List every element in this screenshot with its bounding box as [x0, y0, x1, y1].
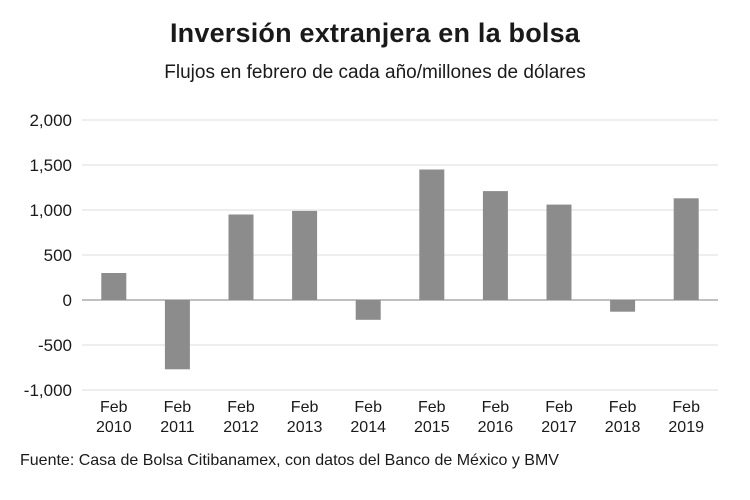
- y-axis-ticks: 2,000 1,500 1,000 500 0 -500 -1,000: [24, 111, 72, 400]
- chart-title: Inversión extranjera en la bolsa: [169, 18, 581, 48]
- x-tick-label-year: 2014: [350, 419, 386, 436]
- bar: [355, 300, 381, 320]
- x-tick-label-month: Feb: [418, 399, 446, 416]
- bar: [292, 210, 318, 300]
- x-tick-label-year: 2016: [478, 419, 514, 436]
- bar: [419, 169, 445, 300]
- x-tick-label-year: 2011: [160, 419, 195, 436]
- x-tick-label-year: 2015: [414, 419, 450, 436]
- bar: [228, 214, 254, 300]
- y-tick-label: 2,000: [29, 111, 72, 130]
- x-tick-label-month: Feb: [354, 399, 382, 416]
- y-tick-label: -1,000: [24, 381, 72, 400]
- y-tick-label: -500: [38, 336, 72, 355]
- source-note: Fuente: Casa de Bolsa Citibanamex, con d…: [20, 452, 559, 469]
- y-tick-label: 0: [63, 291, 72, 310]
- x-tick-label-month: Feb: [291, 399, 319, 416]
- x-tick-label-month: Feb: [227, 399, 255, 416]
- x-axis-ticks: Feb 2010 Feb 2011 Feb 2012 Feb 2013 Feb 2014 Feb 20…: [96, 399, 704, 436]
- bar: [673, 198, 699, 300]
- x-tick-label-year: 2010: [96, 419, 132, 436]
- bars: [101, 169, 699, 370]
- y-tick-label: 500: [44, 246, 72, 265]
- bar: [482, 191, 508, 300]
- bar: [610, 300, 636, 312]
- x-tick-label-month: Feb: [672, 399, 700, 416]
- x-tick-label-month: Feb: [482, 399, 510, 416]
- bar: [546, 204, 572, 300]
- x-tick-label-month: Feb: [545, 399, 573, 416]
- bar: [164, 300, 190, 370]
- bar: [101, 273, 127, 300]
- x-tick-label-year: 2017: [541, 419, 577, 436]
- chart-subtitle: Flujos en febrero de cada año/millones d…: [164, 62, 586, 83]
- x-tick-label-year: 2018: [605, 419, 641, 436]
- x-tick-label-month: Feb: [164, 399, 192, 416]
- x-tick-label-year: 2013: [287, 419, 323, 436]
- y-tick-label: 1,000: [29, 201, 72, 220]
- y-tick-label: 1,500: [29, 156, 72, 175]
- x-tick-label-year: 2019: [668, 419, 704, 436]
- x-tick-label-year: 2012: [223, 419, 259, 436]
- x-tick-label-month: Feb: [100, 399, 128, 416]
- x-tick-label-month: Feb: [609, 399, 637, 416]
